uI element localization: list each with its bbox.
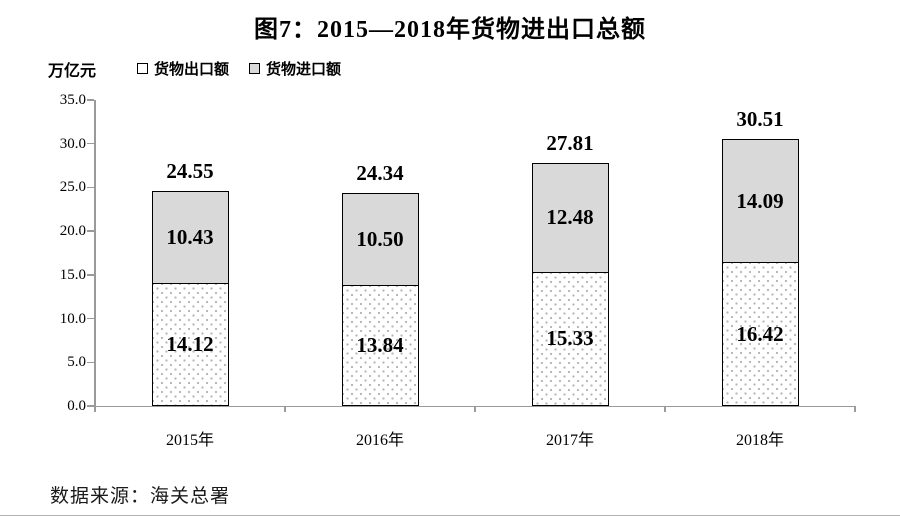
y-tick-label: 15.0	[59, 266, 86, 283]
legend-label-import: 货物进口额	[266, 61, 342, 78]
stacked-bar-2016年: 10.50 13.84	[341, 193, 419, 406]
import-value-label: 14.09	[736, 188, 784, 213]
import-value-label: 10.50	[356, 227, 404, 252]
export-segment: 16.42	[722, 263, 798, 405]
y-axis-tick	[87, 361, 94, 364]
legend-label-export: 货物出口额	[154, 61, 230, 78]
chart-title: 图7：2015—2018年货物进出口总额	[254, 17, 646, 43]
export-value-label: 16.42	[736, 321, 784, 346]
x-axis-tick	[94, 406, 96, 412]
y-axis-tick	[87, 230, 94, 232]
y-axis-line	[94, 100, 96, 406]
y-axis-tick	[87, 186, 94, 189]
export-segment: 15.33	[532, 272, 608, 405]
y-tick-label: 5.0	[67, 354, 86, 371]
import-segment: 12.48	[532, 163, 608, 273]
import-value-label: 12.48	[546, 205, 594, 230]
x-axis-tick	[854, 406, 856, 412]
y-axis-tick	[87, 142, 94, 145]
y-tick-label: 0.0	[67, 398, 86, 414]
import-swatch-icon	[249, 63, 261, 74]
y-axis-tick	[87, 317, 94, 320]
export-segment: 14.12	[152, 283, 228, 405]
export-segment: 13.84	[342, 286, 418, 405]
total-value-label: 24.34	[356, 161, 404, 186]
bottom-divider	[0, 515, 900, 516]
export-value-label: 13.84	[356, 333, 404, 357]
x-axis-tick	[284, 406, 286, 412]
x-category-label: 2018年	[735, 432, 784, 449]
data-source-note: 数据来源：海关总署	[50, 486, 231, 507]
plot-area: 10.43 14.12 24.55 2015年 10.50 13.84 24.34 2016年…	[87, 99, 856, 449]
y-tick-label: 25.0	[59, 179, 86, 196]
stacked-bar-2015年: 10.43 14.12	[151, 191, 229, 406]
total-value-label: 27.81	[546, 130, 594, 155]
import-value-label: 10.43	[166, 224, 214, 249]
y-tick-label: 10.0	[59, 310, 86, 327]
x-category-label: 2017年	[545, 432, 594, 449]
y-tick-label: 20.0	[59, 223, 86, 240]
legend: 货物出口额 货物进口额	[137, 58, 341, 79]
legend-item-import: 货物进口额	[249, 58, 341, 79]
export-value-label: 15.33	[546, 326, 594, 351]
x-axis-tick	[664, 406, 666, 412]
x-axis-tick	[474, 406, 476, 412]
import-segment: 10.50	[342, 194, 418, 286]
legend-item-export: 货物出口额	[137, 58, 229, 79]
x-category-label: 2015年	[165, 432, 214, 449]
total-value-label: 24.55	[166, 159, 214, 184]
y-axis-tick	[87, 405, 94, 407]
total-value-label: 30.51	[736, 107, 784, 132]
x-category-label: 2016年	[355, 432, 404, 449]
y-tick-label: 30.0	[59, 135, 86, 152]
y-tick-label: 35.0	[59, 92, 86, 108]
export-value-label: 14.12	[166, 331, 214, 356]
y-axis-tick	[87, 99, 94, 101]
export-swatch-icon	[137, 63, 148, 74]
import-segment: 10.43	[152, 192, 228, 284]
y-axis-tick	[87, 274, 94, 276]
stacked-bar-2018年: 14.09 16.42	[721, 139, 799, 406]
import-segment: 14.09	[722, 140, 798, 264]
stacked-bar-2017年: 12.48 15.33	[531, 162, 609, 406]
y-axis-unit-label: 万亿元	[48, 63, 97, 80]
